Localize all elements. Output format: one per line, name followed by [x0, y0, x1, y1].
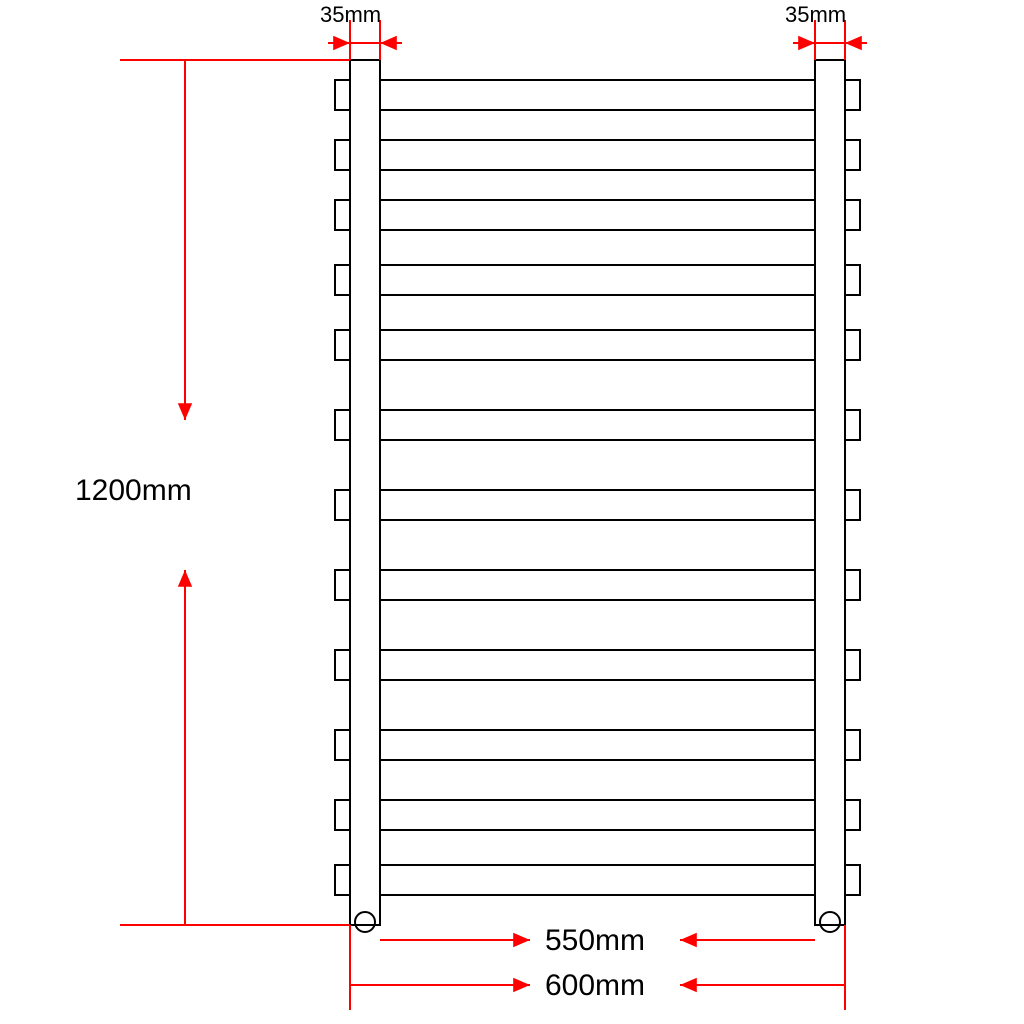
- dim-inner-width-label: 550mm: [545, 924, 645, 957]
- dim-bar-right-label: 35mm: [785, 2, 846, 27]
- technical-drawing: 1200mm 35mm 35mm 550mm 600mm: [0, 0, 1024, 1024]
- dim-outer-width-label: 600mm: [545, 969, 645, 1002]
- dim-bar-left-label: 35mm: [320, 2, 381, 27]
- dim-height-label: 1200mm: [75, 474, 192, 507]
